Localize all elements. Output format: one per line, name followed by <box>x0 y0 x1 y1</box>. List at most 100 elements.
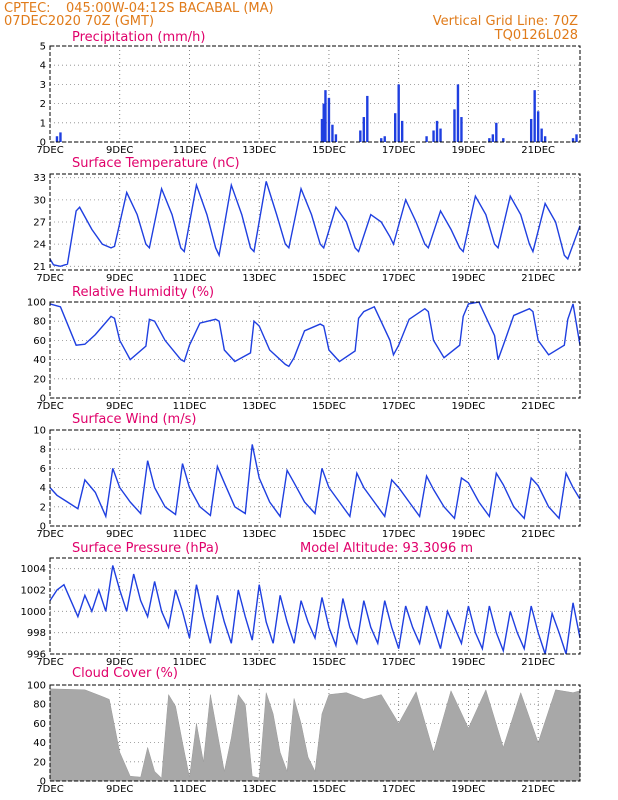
wind-x-tick-label: 21DEC <box>521 529 555 540</box>
temperature-x-tick-label: 7DEC <box>36 273 63 284</box>
panel-title-pressure: Surface Pressure (hPa) <box>72 541 219 556</box>
temperature-y-tick-label: 30 <box>33 195 46 206</box>
cloud-y-tick-label: 80 <box>33 700 46 711</box>
wind-y-tick-label: 0 <box>40 522 46 533</box>
precipitation-bar <box>432 130 435 142</box>
wind-y-tick-label: 10 <box>33 426 46 437</box>
panel-annotation-altitude: Model Altitude: 93.3096 m <box>300 541 473 556</box>
header-code: TQ0126L028 <box>494 28 578 43</box>
precipitation-bar <box>456 84 460 142</box>
precipitation-y-tick-label: 4 <box>40 61 46 72</box>
precipitation-bar <box>491 134 495 142</box>
cloud-x-tick-label: 7DEC <box>36 784 63 795</box>
temperature-y-tick-label: 27 <box>33 218 46 229</box>
precipitation-bar <box>502 138 505 142</box>
pressure-y-tick-label: 998 <box>27 628 46 639</box>
humidity-x-tick-label: 7DEC <box>36 401 63 412</box>
temperature-series-line <box>49 181 581 268</box>
precipitation-bar <box>380 138 383 142</box>
panel-title-cloud: Cloud Cover (%) <box>72 666 178 681</box>
temperature-x-tick-label: 11DEC <box>173 273 207 284</box>
pressure-y-tick-label: 1004 <box>21 564 46 575</box>
precipitation-bar <box>439 128 442 142</box>
precipitation-y-tick-label: 3 <box>40 80 46 91</box>
temperature-y-tick-label: 21 <box>33 262 46 273</box>
humidity-y-tick-label: 80 <box>33 317 46 328</box>
temperature-x-tick-label: 15DEC <box>312 273 346 284</box>
precipitation-bar <box>331 124 334 142</box>
pressure-panel: 996 998 1000 1002 1004 7DEC 9DEC 11DEC 13DEC 15DE… <box>21 557 581 668</box>
precipitation-bar <box>362 117 366 142</box>
temperature-y-tick-label: 24 <box>33 240 46 251</box>
humidity-x-tick-label: 15DEC <box>312 401 346 412</box>
pressure-x-tick-label: 9DEC <box>106 657 133 668</box>
wind-x-tick-label: 7DEC <box>36 529 63 540</box>
humidity-series-line <box>49 301 581 368</box>
pressure-series-line <box>49 565 581 655</box>
cloud-x-tick-label: 17DEC <box>382 784 416 795</box>
wind-y-tick-label: 4 <box>40 483 46 494</box>
humidity-y-tick-label: 0 <box>40 394 46 405</box>
precipitation-frame <box>49 45 581 143</box>
precipitation-bar <box>324 90 327 142</box>
wind-x-tick-label: 15DEC <box>312 529 346 540</box>
wind-y-tick-label: 2 <box>40 502 46 513</box>
cloud-x-tick-label: 21DEC <box>521 784 555 795</box>
precipitation-bar <box>529 118 533 142</box>
pressure-x-tick-label: 19DEC <box>452 657 486 668</box>
temperature-y-tick-label: 33 <box>33 173 46 184</box>
precipitation-bar <box>571 138 575 142</box>
cloud-frame <box>49 684 581 782</box>
precipitation-bar <box>488 138 491 142</box>
humidity-x-tick-label: 19DEC <box>452 401 486 412</box>
precipitation-bar <box>393 113 397 142</box>
precipitation-bar <box>334 134 338 142</box>
cloud-y-tick-label: 60 <box>33 719 46 730</box>
temperature-x-tick-label: 17DEC <box>382 273 416 284</box>
wind-frame <box>49 429 581 527</box>
cloud-panel: 0 20 40 60 80 100 7DEC 9DEC 11DEC 13DEC 15DEC 17DEC… <box>27 681 581 795</box>
precipitation-bar <box>536 111 540 142</box>
wind-panel: 0 2 4 6 8 10 7DEC 9DEC 11DEC 13DEC 15DEC 17DEC 19DEC… <box>33 426 581 540</box>
panel-title-precipitation: Precipitation (mm/h) <box>72 30 205 45</box>
wind-y-tick-label: 6 <box>40 464 46 475</box>
pressure-x-tick-label: 21DEC <box>521 657 555 668</box>
cloud-x-tick-label: 19DEC <box>452 784 486 795</box>
cloud-y-tick-label: 40 <box>33 738 46 749</box>
precipitation-y-tick-label: 1 <box>40 118 46 129</box>
wind-y-tick-label: 8 <box>40 445 46 456</box>
precipitation-bar <box>320 118 324 142</box>
humidity-x-tick-label: 17DEC <box>382 401 416 412</box>
precipitation-bar <box>540 128 543 142</box>
precipitation-x-tick-label: 7DEC <box>36 145 63 156</box>
precipitation-bar <box>453 109 456 142</box>
cloud-y-tick-label: 0 <box>40 777 46 788</box>
precipitation-bar <box>322 103 325 142</box>
panel-title-humidity: Relative Humidity (%) <box>72 285 214 300</box>
precipitation-bar <box>495 122 498 142</box>
pressure-x-tick-label: 7DEC <box>36 657 63 668</box>
header-source: CPTEC: <box>4 1 51 16</box>
wind-x-tick-label: 17DEC <box>382 529 416 540</box>
precipitation-bar <box>366 95 369 142</box>
precipitation-x-tick-label: 17DEC <box>382 145 416 156</box>
cloud-y-tick-label: 100 <box>27 681 46 692</box>
humidity-y-tick-label: 100 <box>27 298 46 309</box>
temperature-x-tick-label: 21DEC <box>521 273 555 284</box>
pressure-x-tick-label: 13DEC <box>242 657 276 668</box>
precipitation-bar <box>460 117 463 142</box>
humidity-y-tick-label: 60 <box>33 336 46 347</box>
cloud-x-tick-label: 13DEC <box>242 784 276 795</box>
pressure-x-tick-label: 11DEC <box>173 657 207 668</box>
precipitation-bar <box>59 132 62 142</box>
pressure-frame <box>49 557 581 655</box>
pressure-x-tick-label: 17DEC <box>382 657 416 668</box>
precipitation-x-tick-label: 21DEC <box>521 145 555 156</box>
wind-x-tick-label: 19DEC <box>452 529 486 540</box>
precipitation-x-tick-label: 15DEC <box>312 145 346 156</box>
panel-title-wind: Surface Wind (m/s) <box>72 412 196 427</box>
temperature-x-tick-label: 13DEC <box>242 273 276 284</box>
panel-title-temperature: Surface Temperature (nC) <box>72 156 240 171</box>
cloud-x-tick-label: 15DEC <box>312 784 346 795</box>
